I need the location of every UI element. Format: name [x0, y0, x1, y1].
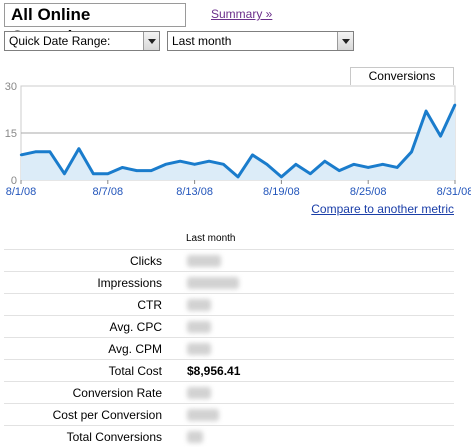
metric-value	[187, 430, 203, 446]
redacted-value	[187, 277, 239, 289]
metric-value	[187, 408, 219, 424]
data-point	[265, 163, 269, 166]
period-select[interactable]: Last month	[167, 31, 354, 51]
data-point	[77, 147, 81, 150]
metric-label: Total Cost	[108, 364, 162, 378]
metric-value	[187, 254, 221, 270]
metric-row: Total Cost $8,956.41	[4, 359, 454, 381]
data-point	[352, 163, 355, 166]
metric-row: Conversion Rate	[4, 381, 454, 403]
metrics-column-header: Last month	[186, 233, 236, 244]
data-point	[309, 172, 312, 175]
metric-value	[187, 298, 211, 314]
data-point	[367, 166, 370, 169]
metric-row: Impressions	[4, 271, 454, 293]
metric-row: Avg. CPC	[4, 315, 454, 337]
data-point	[251, 153, 254, 157]
x-tick-label: 8/13/08	[176, 186, 213, 198]
page-title: All Online Campaigns	[4, 3, 186, 46]
data-point	[294, 163, 298, 166]
data-point	[280, 175, 283, 179]
metric-label: Conversion Rate	[72, 386, 162, 400]
data-point	[439, 134, 442, 138]
data-point	[236, 175, 240, 179]
compare-metric-link[interactable]: Compare to another metric	[311, 202, 454, 216]
redacted-value	[187, 343, 211, 355]
summary-link[interactable]: Summary »	[211, 7, 273, 21]
redacted-value	[187, 255, 221, 267]
x-tick-label: 8/1/08	[6, 186, 37, 198]
x-tick-label: 8/31/08	[437, 186, 471, 198]
metric-label: Avg. CPC	[109, 320, 162, 334]
data-point	[19, 153, 23, 157]
metric-label: CTR	[137, 298, 162, 312]
x-tick-label: 8/25/08	[350, 186, 387, 198]
metric-value: $8,956.41	[187, 364, 241, 378]
data-point	[395, 166, 399, 169]
metric-value	[187, 276, 239, 292]
metric-label: Clicks	[130, 254, 162, 268]
data-point	[178, 160, 182, 163]
period-select-value: Last month	[172, 34, 232, 48]
area-fill	[21, 104, 455, 180]
data-point	[135, 169, 138, 172]
metric-value	[187, 386, 211, 402]
data-point	[338, 169, 341, 172]
redacted-value	[187, 299, 211, 311]
data-point	[63, 172, 66, 175]
data-point	[453, 103, 457, 106]
chevron-down-icon[interactable]	[337, 32, 353, 50]
data-point	[48, 150, 52, 153]
redacted-value	[187, 431, 203, 443]
quick-date-range-select[interactable]: Quick Date Range:	[4, 31, 160, 51]
redacted-value	[187, 387, 211, 399]
data-point	[34, 150, 37, 153]
data-point	[92, 172, 95, 175]
redacted-value	[187, 321, 211, 333]
metric-value	[187, 342, 211, 358]
series-legend-tab[interactable]: Conversions	[350, 67, 454, 85]
metric-row: Avg. CPM	[4, 337, 454, 359]
metric-row: Total Conversions	[4, 425, 454, 447]
conversions-chart: 0 15 30 8/1/08 8/7/08 8/13/08 8/19/08 8/25/08 8/…	[5, 81, 471, 198]
metric-label: Total Conversions	[66, 430, 162, 444]
y-tick-label: 0	[11, 175, 17, 187]
metric-row: Clicks	[4, 249, 454, 271]
data-point	[193, 163, 196, 166]
metric-value	[187, 320, 211, 336]
data-point	[424, 109, 428, 113]
redacted-value	[187, 409, 219, 421]
chevron-down-icon[interactable]	[143, 32, 159, 50]
metric-label: Avg. CPM	[108, 342, 162, 356]
y-tick-label: 30	[5, 81, 17, 93]
quick-date-range-label: Quick Date Range:	[9, 34, 111, 48]
x-tick-label: 8/7/08	[93, 186, 124, 198]
metric-row: Cost per Conversion	[4, 403, 454, 425]
data-point	[323, 160, 326, 163]
metric-row: CTR	[4, 293, 454, 315]
data-point	[121, 166, 124, 169]
metric-label: Cost per Conversion	[52, 408, 162, 422]
data-point	[164, 163, 167, 166]
data-point	[222, 163, 225, 166]
x-tick-label: 8/19/08	[263, 186, 300, 198]
data-point	[381, 163, 384, 166]
data-point	[150, 169, 153, 172]
data-point	[207, 160, 211, 163]
y-tick-label: 15	[5, 128, 17, 140]
metric-label: Impressions	[97, 276, 162, 290]
data-point	[410, 150, 413, 153]
data-point	[106, 172, 110, 175]
